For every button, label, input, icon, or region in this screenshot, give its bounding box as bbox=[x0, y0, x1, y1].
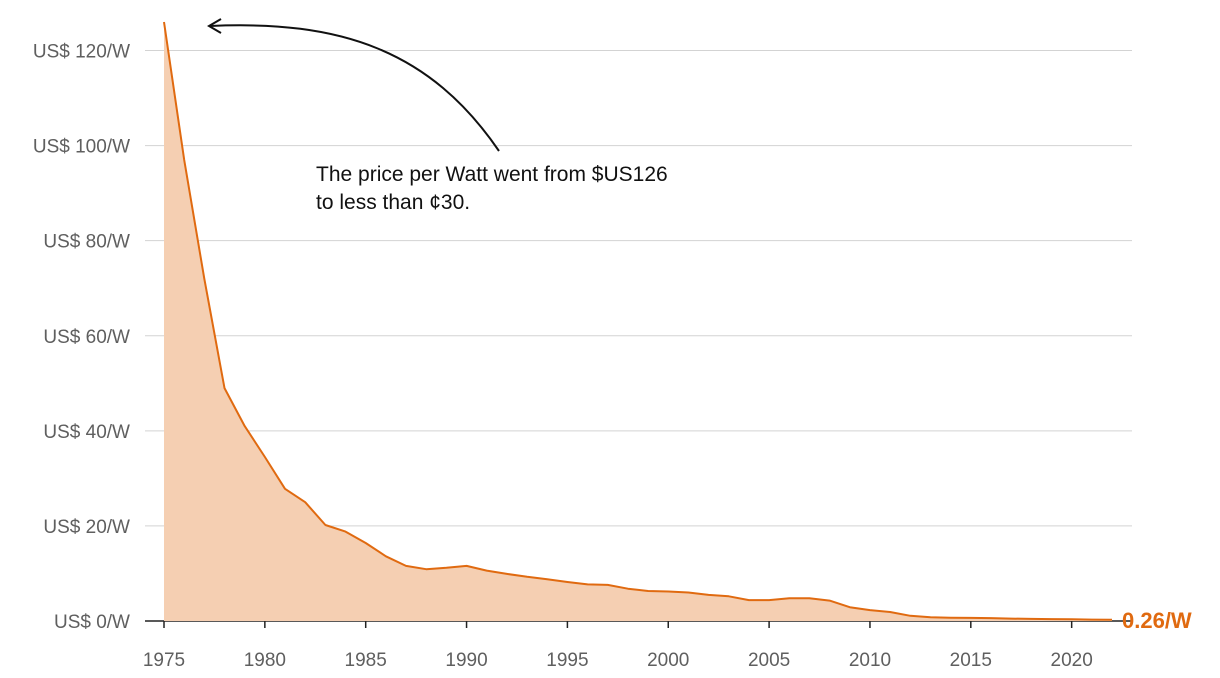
annotation-arrow bbox=[209, 24, 500, 152]
annotation-text-line1: The price per Watt went from $US126 bbox=[316, 163, 668, 186]
annotation-text-line2: to less than ¢30. bbox=[316, 191, 470, 214]
x-tick-label: 2015 bbox=[950, 650, 992, 671]
x-tick-label: 1980 bbox=[244, 650, 286, 671]
price-line bbox=[163, 21, 1113, 621]
x-axis: 1975 1980 1985 1990 1995 2000 2005 2010 2015 2020 bbox=[143, 621, 1093, 671]
y-tick-label: US$ 120/W bbox=[33, 42, 130, 63]
x-tick-label: 2000 bbox=[647, 650, 689, 671]
y-tick-label: US$ 60/W bbox=[43, 327, 130, 348]
y-tick-label: US$ 80/W bbox=[43, 232, 130, 253]
annotation: The price per Watt went from $US126 to l… bbox=[207, 18, 668, 214]
x-tick-label: 2005 bbox=[748, 650, 790, 671]
y-tick-label: US$ 40/W bbox=[43, 422, 130, 443]
x-tick-label: 1985 bbox=[345, 650, 387, 671]
end-value-label: 0.26/W bbox=[1122, 608, 1192, 633]
x-tick-label: 1975 bbox=[143, 650, 185, 671]
y-tick-label: US$ 100/W bbox=[33, 137, 130, 158]
y-tick-label: US$ 0/W bbox=[54, 612, 130, 633]
price-area-fill bbox=[164, 22, 1112, 621]
x-tick-label: 1990 bbox=[445, 650, 487, 671]
y-tick-label: US$ 20/W bbox=[43, 517, 130, 538]
y-axis: US$ 0/W US$ 20/W US$ 40/W US$ 60/W US$ 80/W U… bbox=[33, 42, 130, 633]
x-tick-label: 1995 bbox=[546, 650, 588, 671]
annotation-arrowhead bbox=[207, 18, 222, 34]
x-tick-label: 2010 bbox=[849, 650, 891, 671]
x-tick-label: 2020 bbox=[1051, 650, 1093, 671]
